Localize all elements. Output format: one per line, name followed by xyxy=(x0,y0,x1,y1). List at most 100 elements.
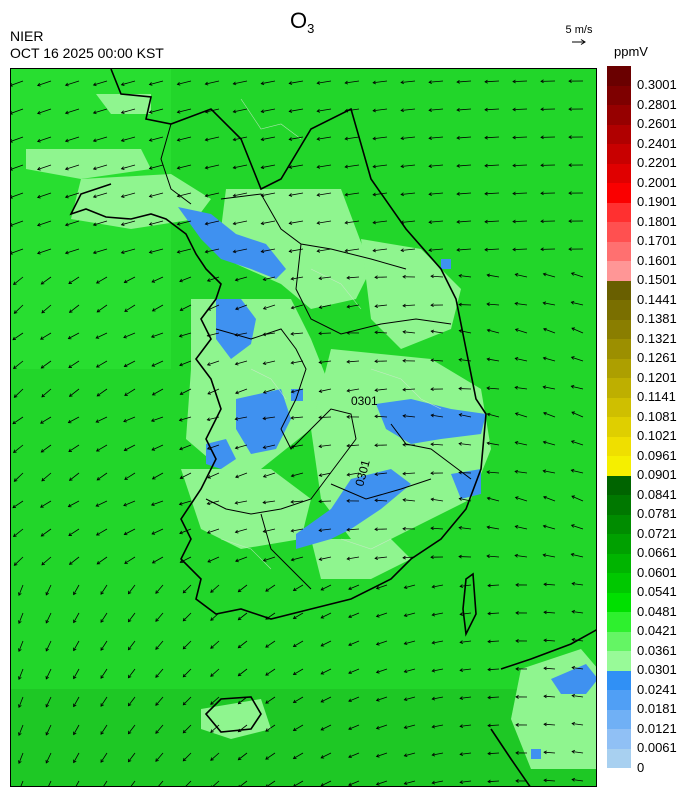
colorbar-label: 0.1801 xyxy=(637,213,677,229)
wind-arrow-icon xyxy=(404,584,416,589)
wind-arrowhead-icon xyxy=(36,82,41,87)
wind-arrow-icon xyxy=(207,528,220,534)
wind-arrowhead-icon xyxy=(570,468,575,473)
wind-arrowhead-icon xyxy=(151,392,156,396)
colorbar-label: 0.1201 xyxy=(637,369,677,385)
wind-arrow-icon xyxy=(459,275,472,278)
wind-arrow-icon xyxy=(41,388,52,398)
wind-arrow-icon xyxy=(459,359,472,362)
wind-arrow-icon xyxy=(543,751,556,754)
wind-arrowhead-icon xyxy=(372,220,377,225)
wind-arrow-icon xyxy=(263,360,276,365)
wind-arrow-icon xyxy=(515,441,528,446)
wind-arrowhead-icon xyxy=(123,363,128,368)
wind-arrowhead-icon xyxy=(36,166,41,171)
wind-arrow-icon xyxy=(485,80,500,83)
wind-arrow-icon xyxy=(68,528,80,536)
wind-arrowhead-icon xyxy=(318,528,323,533)
wind-arrowhead-icon xyxy=(95,280,100,284)
wind-arrowhead-icon xyxy=(232,81,237,86)
wind-arrowhead-icon xyxy=(487,611,491,616)
wind-arrow-icon xyxy=(429,136,444,139)
wind-arrowhead-icon xyxy=(237,616,242,621)
wind-arrowhead-icon xyxy=(176,193,181,198)
wind-arrow-icon xyxy=(179,416,192,421)
wind-arrowhead-icon xyxy=(400,108,404,113)
wind-arrowhead-icon xyxy=(431,780,436,785)
wind-arrowhead-icon xyxy=(543,327,547,332)
wind-arrow-icon xyxy=(571,356,584,362)
wind-arrow-icon xyxy=(487,387,500,390)
wind-arrowhead-icon xyxy=(95,364,100,368)
wind-arrowhead-icon xyxy=(124,476,128,480)
wind-arrow-icon xyxy=(100,612,108,623)
wind-arrow-icon xyxy=(37,248,52,254)
wind-arrowhead-icon xyxy=(318,499,322,504)
wind-arrowhead-icon xyxy=(210,589,214,593)
wind-arrowhead-icon xyxy=(182,617,187,622)
wind-arrowhead-icon xyxy=(344,220,349,225)
wind-arrowhead-icon xyxy=(262,332,267,337)
wind-arrow-icon xyxy=(18,612,24,624)
wind-arrow-icon xyxy=(12,500,24,509)
wind-arrow-icon xyxy=(347,472,360,476)
wind-arrow-icon xyxy=(155,724,164,734)
wind-arrowhead-icon xyxy=(41,309,45,314)
wind-arrow-icon xyxy=(93,80,108,86)
colorbar-label: 0.2001 xyxy=(637,174,677,190)
wind-arrowhead-icon xyxy=(514,412,519,416)
wind-arrow-icon xyxy=(487,303,500,306)
wind-arrow-icon xyxy=(345,80,360,84)
wind-arrow-icon xyxy=(512,164,528,166)
colorbar-label: 0.0121 xyxy=(637,720,677,736)
wind-arrow-icon xyxy=(347,556,360,560)
south-sea-field xyxy=(11,689,596,786)
wind-arrowhead-icon xyxy=(235,390,239,395)
colorbar-label: 0.1501 xyxy=(637,272,677,287)
wind-arrowhead-icon xyxy=(486,554,490,559)
wind-arrowhead-icon xyxy=(375,781,380,786)
wind-arrow-icon xyxy=(73,668,80,679)
wind-arrow-icon xyxy=(348,584,360,590)
wind-arrow-icon xyxy=(179,528,192,534)
wind-arrowhead-icon xyxy=(402,526,406,531)
wind-arrow-icon xyxy=(291,304,304,309)
wind-arrowhead-icon xyxy=(40,420,44,424)
wind-arrow-icon xyxy=(459,527,472,530)
colorbar-swatch xyxy=(607,651,631,671)
wind-arrowhead-icon xyxy=(288,109,293,113)
wind-arrow-icon xyxy=(205,192,220,197)
wind-arrow-icon xyxy=(403,331,416,334)
wind-arrow-icon xyxy=(431,275,444,278)
wind-arrowhead-icon xyxy=(176,109,181,114)
wind-arrow-icon xyxy=(571,553,584,558)
wind-arrow-icon xyxy=(180,556,192,563)
wind-arrow-icon xyxy=(37,220,52,226)
wind-arrow-icon xyxy=(571,495,584,502)
wind-arrowhead-icon xyxy=(96,393,101,397)
wind-arrowhead-icon xyxy=(570,440,575,444)
wind-arrow-icon xyxy=(457,80,472,83)
wind-arrow-icon xyxy=(404,668,416,673)
wind-arrowhead-icon xyxy=(512,107,516,112)
wind-arrowhead-icon xyxy=(64,166,69,171)
wind-arrowhead-icon xyxy=(41,393,45,398)
wind-arrow-icon xyxy=(289,248,304,252)
wind-arrowhead-icon xyxy=(176,221,181,226)
wind-arrowhead-icon xyxy=(73,703,77,708)
colorbar-swatch xyxy=(607,124,631,144)
wind-arrow-icon xyxy=(179,360,192,366)
wind-arrow-icon xyxy=(179,444,192,450)
wind-arrowhead-icon xyxy=(210,701,214,705)
wind-arrow-icon xyxy=(152,556,164,564)
wind-arrow-icon xyxy=(543,496,556,502)
wind-arrow-icon xyxy=(239,780,248,786)
wind-arrow-icon xyxy=(457,136,472,139)
wind-arrowhead-icon xyxy=(18,620,22,624)
wind-arrow-icon xyxy=(151,360,164,367)
wind-arrow-icon xyxy=(13,360,24,369)
wind-arrow-icon xyxy=(317,80,332,84)
wind-arrow-icon xyxy=(317,136,332,140)
wind-arrow-icon xyxy=(487,724,500,727)
wind-arrowhead-icon xyxy=(515,695,519,699)
